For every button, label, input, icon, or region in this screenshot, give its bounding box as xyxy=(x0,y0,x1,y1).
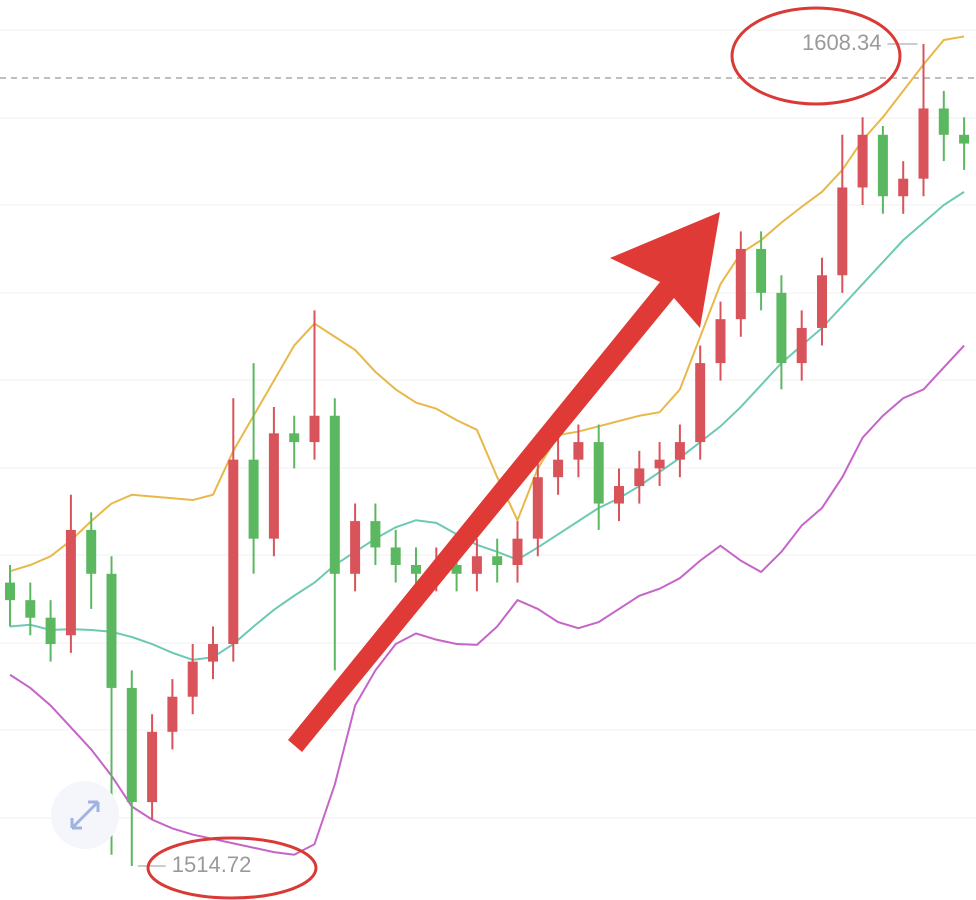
candle-body xyxy=(390,547,401,566)
expand-icon[interactable] xyxy=(51,781,119,849)
candle-body xyxy=(45,617,56,645)
candle-body xyxy=(86,529,97,574)
candle-body xyxy=(5,582,15,601)
high-label: 1608.34 xyxy=(802,30,882,55)
band-line xyxy=(9,344,965,856)
candle-body xyxy=(938,108,949,135)
candle-body xyxy=(471,556,482,574)
candle-body xyxy=(187,661,198,697)
candle-body xyxy=(695,363,706,443)
candle-body xyxy=(532,477,543,539)
candle-body xyxy=(715,319,726,364)
candle-body xyxy=(329,415,340,574)
candle-body xyxy=(553,459,564,478)
candle-body xyxy=(898,178,909,197)
candle-body xyxy=(817,275,827,328)
candle-body xyxy=(451,565,462,574)
highlight-ring xyxy=(730,6,902,106)
candle-body xyxy=(289,433,300,443)
candle-body xyxy=(106,573,117,688)
band-line xyxy=(9,35,965,573)
candle-body xyxy=(796,327,807,364)
labels: 1608.34 1514.72 xyxy=(137,30,918,877)
candle-body xyxy=(857,134,868,188)
candle-body xyxy=(735,248,746,320)
candle-body xyxy=(268,433,279,539)
low-label: 1514.72 xyxy=(172,852,252,877)
candle-body xyxy=(208,644,218,662)
candle-body xyxy=(228,459,239,645)
candle-body xyxy=(492,556,503,566)
candle-body xyxy=(918,108,929,179)
candle-body xyxy=(126,687,137,803)
candle-body xyxy=(350,521,361,574)
candle-body xyxy=(147,731,158,803)
candle-body xyxy=(573,442,584,460)
arrow xyxy=(288,212,720,752)
candle-body xyxy=(756,248,767,293)
candles xyxy=(5,44,970,866)
candle-body xyxy=(248,459,259,539)
candle-body xyxy=(959,134,970,144)
grid xyxy=(0,29,976,819)
candle-body xyxy=(593,442,604,504)
candle-body xyxy=(837,187,848,276)
candle-body xyxy=(776,292,787,364)
band-line xyxy=(9,191,965,661)
highlight-ring xyxy=(146,836,318,900)
candle-body xyxy=(877,134,888,197)
candle-body xyxy=(65,529,76,636)
candle-body xyxy=(674,442,685,460)
candle-body xyxy=(634,468,645,486)
candle-body xyxy=(614,485,624,504)
candle-body xyxy=(654,459,665,469)
candle-body xyxy=(370,521,381,548)
icon-glyph xyxy=(70,800,100,830)
candle-body xyxy=(309,415,320,443)
candle-body xyxy=(512,538,523,566)
candle-body xyxy=(167,696,178,732)
candle-body xyxy=(25,600,36,618)
candle-body xyxy=(411,565,421,574)
